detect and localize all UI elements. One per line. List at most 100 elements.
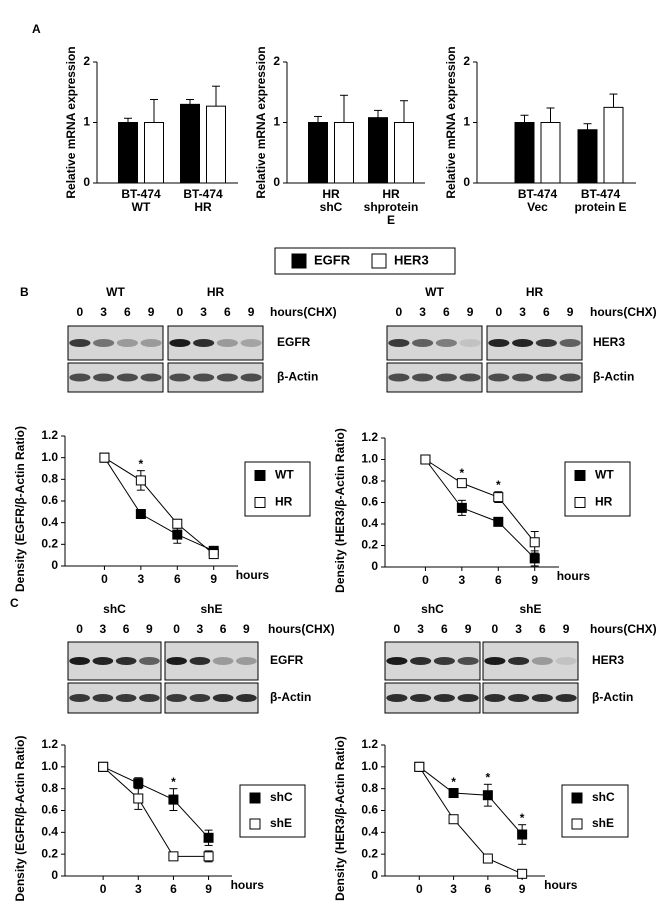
band — [69, 694, 90, 702]
band — [555, 694, 577, 702]
x-axis-label: hours — [231, 878, 265, 892]
y-tick-label: 1.2 — [41, 428, 58, 442]
band — [236, 694, 257, 702]
group-label: shE — [519, 602, 541, 616]
lane-label: 6 — [543, 305, 550, 319]
protein-label: EGFR — [270, 653, 304, 667]
lane-label: 3 — [200, 305, 207, 319]
y-axis-label: Relative mRNA expression — [254, 46, 268, 198]
y-tick-label: 2 — [273, 54, 280, 68]
time-unit-label: hours(CHX) — [590, 305, 657, 319]
band — [412, 373, 434, 382]
point — [98, 761, 109, 772]
protein-label: β-Actin — [592, 690, 633, 704]
legend-label: HR — [595, 495, 613, 509]
series-line — [102, 766, 209, 857]
point — [456, 502, 467, 513]
band — [240, 373, 262, 382]
point — [168, 794, 179, 805]
panel-label: A — [32, 22, 41, 36]
protein-label: β-Actin — [277, 370, 318, 384]
y-tick-label: 0 — [51, 558, 58, 572]
x-tick-label: E — [387, 213, 395, 227]
band — [386, 694, 408, 702]
y-tick-label: 0.6 — [41, 493, 58, 507]
y-tick-label: 0.6 — [361, 495, 378, 509]
band — [92, 694, 114, 702]
y-tick-label: 2 — [83, 54, 90, 68]
lane-label: 6 — [123, 622, 130, 636]
point — [133, 793, 144, 804]
x-tick-label: HR — [322, 187, 340, 201]
bar — [180, 103, 200, 184]
y-tick-label: 0.8 — [361, 473, 378, 487]
x-tick-label: 6 — [174, 572, 181, 586]
x-tick-label: 0 — [100, 882, 107, 896]
bar — [540, 122, 561, 184]
x-tick-label: 9 — [519, 882, 526, 896]
protein-label: EGFR — [277, 335, 311, 349]
y-tick-label: 0.4 — [41, 825, 58, 839]
x-tick-label: 0 — [422, 573, 429, 587]
group-label: HR — [526, 285, 544, 299]
significance-mark: * — [520, 811, 525, 825]
lane-label: 6 — [124, 305, 131, 319]
band — [69, 657, 90, 665]
legend-swatch — [574, 497, 586, 508]
x-tick-label: BT-474 — [581, 187, 621, 201]
lane-label: 6 — [224, 305, 231, 319]
bar — [603, 106, 624, 184]
bar — [118, 122, 138, 184]
protein-label: HER3 — [593, 335, 625, 349]
point — [172, 518, 183, 529]
point — [517, 868, 528, 879]
y-tick-label: 0 — [371, 868, 378, 882]
band — [216, 339, 238, 347]
significance-mark: * — [486, 770, 491, 784]
y-axis-label: Density (EGFR/β-Actin Ratio) — [13, 736, 27, 902]
x-tick-label: HR — [382, 187, 400, 201]
band — [140, 373, 162, 382]
band — [512, 339, 534, 347]
bar — [308, 122, 328, 184]
legend-swatch — [291, 253, 307, 269]
x-tick-label: HR — [194, 200, 212, 214]
point — [420, 454, 431, 465]
y-tick-label: 1.0 — [41, 759, 58, 773]
band — [559, 339, 581, 347]
point — [448, 814, 459, 825]
band — [410, 657, 432, 665]
time-unit-label: hours(CHX) — [268, 622, 335, 636]
band — [216, 373, 238, 382]
group-label: shC — [103, 602, 126, 616]
x-tick-label: 6 — [485, 882, 492, 896]
band — [193, 339, 215, 347]
band — [459, 339, 481, 347]
y-tick-label: 2 — [463, 54, 470, 68]
lane-label: 9 — [567, 305, 574, 319]
y-tick-label: 1.2 — [361, 737, 378, 751]
protein-label: β-Actin — [270, 690, 311, 704]
point — [529, 553, 540, 564]
lane-label: 0 — [173, 622, 180, 636]
significance-mark: * — [171, 775, 176, 789]
x-tick-label: BT-474 — [121, 187, 161, 201]
y-axis-label: Density (HER3/β-Actin Ratio) — [333, 428, 347, 593]
y-tick-label: 0.4 — [361, 825, 378, 839]
x-axis-label: hours — [544, 878, 578, 892]
band — [555, 657, 577, 665]
lane-label: 0 — [394, 622, 401, 636]
time-unit-label: hours(CHX) — [270, 305, 337, 319]
y-axis-label: Relative mRNA expression — [444, 46, 458, 198]
protein-label: HER3 — [592, 653, 624, 667]
lane-label: 9 — [563, 622, 570, 636]
y-axis-label: Density (HER3/β-Actin Ratio) — [333, 736, 347, 901]
band — [116, 373, 138, 382]
point — [208, 549, 219, 560]
lane-label: 9 — [465, 622, 472, 636]
series-line — [418, 766, 523, 835]
group-label: WT — [106, 285, 125, 299]
band — [388, 373, 410, 382]
band — [240, 339, 262, 347]
x-tick-label: 0 — [416, 882, 423, 896]
